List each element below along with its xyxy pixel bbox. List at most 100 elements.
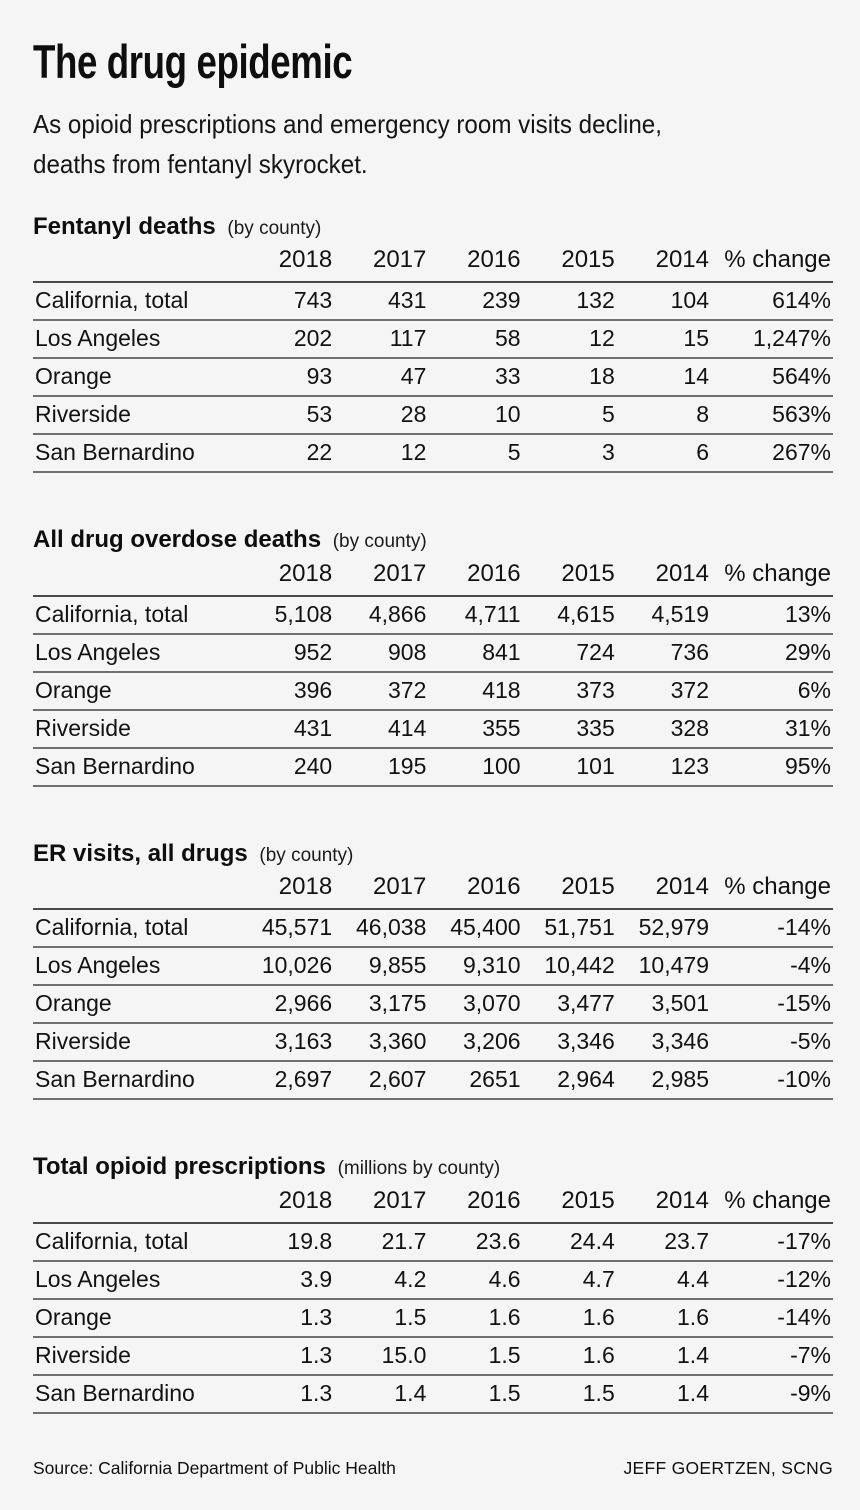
data-cell: 45,400 xyxy=(428,909,523,949)
data-cell: 3,175 xyxy=(334,985,429,1025)
data-cell: -5% xyxy=(711,1023,833,1063)
column-header: 2018 xyxy=(240,244,335,284)
page-subtitle: As opioid prescriptions and emergency ro… xyxy=(33,109,662,179)
data-cell: -7% xyxy=(711,1336,833,1376)
data-cell: 3,346 xyxy=(522,1023,617,1063)
data-cell: 372 xyxy=(616,671,711,711)
table-row: Los Angeles 10,026 9,855 9,310 10,442 10,479-… xyxy=(33,947,833,987)
row-label: San Bernardino xyxy=(33,1374,240,1414)
section-title: All drug overdose deaths xyxy=(33,526,322,554)
data-cell: 12 xyxy=(334,434,429,474)
data-cell: -14% xyxy=(711,1298,833,1338)
data-cell: 328 xyxy=(616,709,711,749)
row-label: California, total xyxy=(33,1222,240,1262)
data-cell: 3,070 xyxy=(428,985,523,1025)
row-label: Los Angeles xyxy=(33,1260,240,1300)
section-heading: All drug overdose deaths (by county) xyxy=(33,527,833,553)
content-column: The drug epidemic As opioid prescription… xyxy=(33,35,833,1478)
row-label: Los Angeles xyxy=(33,320,240,360)
table-row: Orange 1.3 1.5 1.6 1.6 1.6 -14% xyxy=(33,1298,833,1338)
data-cell: 431 xyxy=(334,282,429,322)
data-cell: 117 xyxy=(334,320,429,360)
row-label: Orange xyxy=(33,985,240,1025)
data-cell: 267% xyxy=(711,434,833,474)
data-cell: 28 xyxy=(334,396,429,436)
column-header: % change xyxy=(711,244,833,284)
column-header: 2017 xyxy=(334,244,429,284)
row-label: California, total xyxy=(33,595,240,635)
table-row: California, total 743 431 239 132 104 614% xyxy=(33,282,833,322)
data-cell: 15 xyxy=(616,320,711,360)
data-cell: 15.0 xyxy=(334,1336,429,1376)
data-cell: 1.5 xyxy=(428,1374,523,1414)
data-cell: 8 xyxy=(616,396,711,436)
data-cell: 6% xyxy=(711,671,833,711)
column-header: 2017 xyxy=(334,1184,429,1224)
data-cell: 841 xyxy=(428,633,523,673)
data-cell: 93 xyxy=(240,358,335,398)
data-cell: 12 xyxy=(522,320,617,360)
data-cell: 31% xyxy=(711,709,833,749)
data-cell: 908 xyxy=(334,633,429,673)
data-cell: 3,346 xyxy=(616,1023,711,1063)
data-cell: 1.4 xyxy=(616,1374,711,1414)
row-label: Orange xyxy=(33,358,240,398)
data-cell: 18 xyxy=(522,358,617,398)
data-cell: 1.3 xyxy=(240,1374,335,1414)
data-cell: 2,697 xyxy=(240,1061,335,1101)
data-cell: 9,855 xyxy=(334,947,429,987)
column-header: 2017 xyxy=(334,871,429,911)
data-cell: 10 xyxy=(428,396,523,436)
data-cell: 1.5 xyxy=(428,1336,523,1376)
column-header: 2015 xyxy=(522,557,617,597)
data-cell: 2,985 xyxy=(616,1061,711,1101)
header-row: 2018 2017 2016 2015 2014% change xyxy=(33,244,833,284)
data-cell: 372 xyxy=(334,671,429,711)
data-cell: 564% xyxy=(711,358,833,398)
row-label: California, total xyxy=(33,282,240,322)
column-header: 2015 xyxy=(522,871,617,911)
data-cell: 2,964 xyxy=(522,1061,617,1101)
data-cell: 19.8 xyxy=(240,1222,335,1262)
row-label: San Bernardino xyxy=(33,1061,240,1101)
data-cell: 3,163 xyxy=(240,1023,335,1063)
section-note: (by county) xyxy=(227,218,322,240)
data-cell: 2,966 xyxy=(240,985,335,1025)
data-cell: 53 xyxy=(240,396,335,436)
data-cell: 5 xyxy=(428,434,523,474)
data-cell: 100 xyxy=(428,747,523,787)
data-cell: 3,477 xyxy=(522,985,617,1025)
data-cell: 1.6 xyxy=(428,1298,523,1338)
data-cell: 10,026 xyxy=(240,947,335,987)
data-cell: 3,501 xyxy=(616,985,711,1025)
data-cell: 1.6 xyxy=(616,1298,711,1338)
row-label: Orange xyxy=(33,1298,240,1338)
section-note: (by county) xyxy=(259,844,354,866)
column-header: 2017 xyxy=(334,557,429,597)
data-cell: 4.7 xyxy=(522,1260,617,1300)
column-header: % change xyxy=(711,871,833,911)
data-cell: 3,360 xyxy=(334,1023,429,1063)
header-row: 2018 2017 2016 2015 2014% change xyxy=(33,871,833,911)
row-label: California, total xyxy=(33,909,240,949)
data-cell: 58 xyxy=(428,320,523,360)
data-cell: 9,310 xyxy=(428,947,523,987)
header-row: 2018 2017 2016 2015 2014% change xyxy=(33,557,833,597)
row-label: Los Angeles xyxy=(33,947,240,987)
data-cell: 4,519 xyxy=(616,595,711,635)
data-cell: 4.4 xyxy=(616,1260,711,1300)
section-title: ER visits, all drugs xyxy=(33,839,248,867)
data-cell: 23.6 xyxy=(428,1222,523,1262)
row-label: Orange xyxy=(33,671,240,711)
table-row: Orange 396 372 418 373 372 6% xyxy=(33,671,833,711)
section-note: (by county) xyxy=(332,531,427,553)
row-label: San Bernardino xyxy=(33,434,240,474)
data-cell: 46,038 xyxy=(334,909,429,949)
data-cell: 6 xyxy=(616,434,711,474)
data-cell: 22 xyxy=(240,434,335,474)
section-heading: ER visits, all drugs (by county) xyxy=(33,839,833,867)
data-cell: 202 xyxy=(240,320,335,360)
data-cell: 33 xyxy=(428,358,523,398)
column-header: 2018 xyxy=(240,871,335,911)
